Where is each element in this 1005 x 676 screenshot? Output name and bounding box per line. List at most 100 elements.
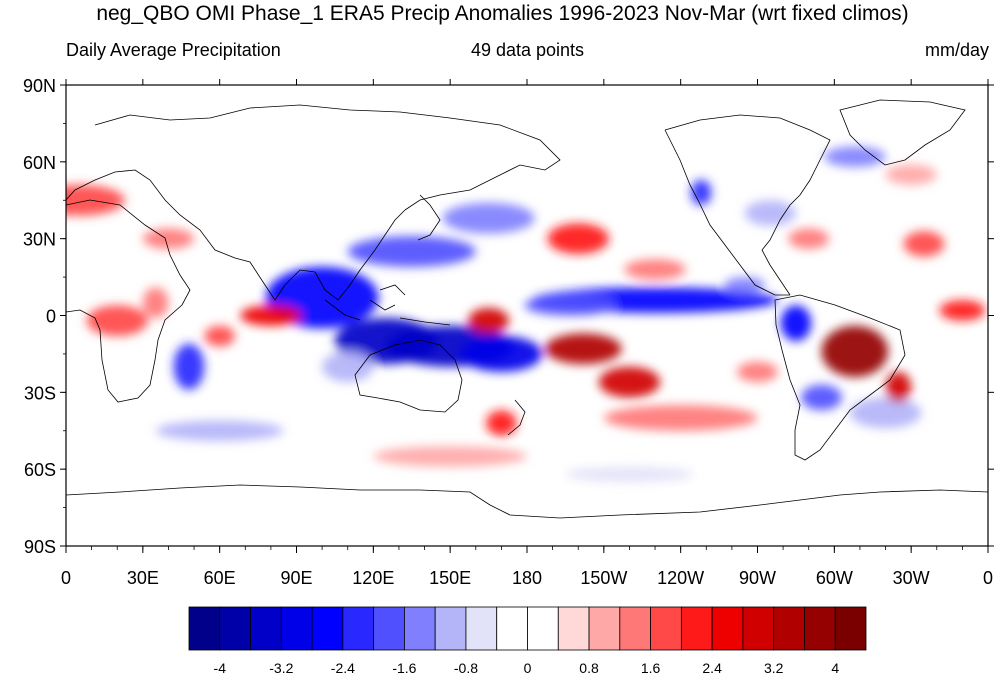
anomaly-region (939, 300, 986, 321)
colorbar-label: -3.2 (269, 660, 293, 676)
colorbar-swatch (342, 606, 375, 651)
coastline-maritime (324, 284, 451, 326)
coastline-newzealand (507, 399, 526, 436)
lon-tick-label: 150E (429, 568, 471, 588)
lon-tick-label: 90W (739, 568, 776, 588)
coastline-japan (417, 194, 441, 241)
colorbar (188, 606, 867, 651)
lat-tick-label: 0 (46, 307, 56, 327)
anomaly-region (86, 305, 148, 336)
colorbar-swatch (619, 606, 651, 651)
anomaly-region (801, 384, 843, 411)
anomaly-region (524, 295, 617, 316)
lat-tick-label: 30N (23, 230, 56, 250)
anomaly-region (885, 164, 937, 185)
anomaly-region (780, 305, 812, 342)
anomaly-region (744, 200, 796, 226)
anomaly-region (547, 223, 609, 255)
anomaly-region (486, 410, 517, 436)
anomaly-region (468, 307, 510, 334)
anomaly-region (155, 420, 284, 441)
colorbar-swatch (373, 606, 405, 651)
colorbar-swatch (834, 606, 867, 651)
anomaly-region (824, 146, 886, 167)
anomaly-region (460, 335, 543, 372)
longitude-axis: 0 30E 60E 90E 120E 150E 180 150W 120W 90W 60W 30W 0 (61, 79, 993, 588)
anomaly-region (903, 230, 945, 257)
anomaly-region (173, 343, 205, 390)
lon-tick-label: 0 (983, 568, 993, 588)
colorbar-swatch (527, 606, 559, 651)
anomaly-region (690, 179, 712, 206)
coastline-australia (354, 339, 463, 413)
lon-tick-label: 120W (657, 568, 704, 588)
colorbar-label: -1.6 (392, 660, 416, 676)
anomaly-region (603, 405, 758, 431)
colorbar-swatch (311, 606, 344, 651)
lon-tick-label: 30E (127, 568, 159, 588)
colorbar-swatch (588, 606, 621, 651)
colorbar-swatch (219, 606, 251, 651)
lon-tick-label: 60W (816, 568, 853, 588)
colorbar-label: 3.2 (764, 660, 784, 676)
lon-tick-label: 90E (280, 568, 312, 588)
anomaly-layer (66, 146, 986, 482)
coastline-south-america (774, 294, 906, 461)
colorbar-swatch (773, 606, 805, 651)
anomaly-region (724, 277, 766, 293)
lat-tick-label: 90N (23, 76, 56, 96)
lat-tick-label: 30S (24, 383, 56, 403)
center-subtitle: 49 data points (470, 40, 585, 60)
anomaly-region (442, 202, 535, 234)
anomaly-region (66, 184, 125, 216)
colorbar-label: 4 (831, 660, 839, 676)
anomaly-region (737, 361, 778, 383)
anomaly-region (598, 366, 661, 398)
colorbar-label: -0.8 (454, 660, 478, 676)
colorbar-swatch (188, 606, 221, 651)
colorbar-swatch (496, 606, 528, 651)
colorbar-swatch (465, 606, 498, 651)
anomaly-region (204, 325, 236, 347)
coastline-eurasia-south (66, 169, 406, 301)
anomaly-region (849, 397, 922, 429)
anomaly-region (565, 466, 694, 482)
colorbar-label: -4 (214, 660, 227, 676)
latitude-axis: 90N 60N 30N 0 30S 60S 90S (23, 76, 994, 557)
colorbar-swatch (404, 606, 436, 651)
colorbar-swatch (680, 606, 713, 651)
anomaly-region (240, 305, 302, 326)
anomaly-region (373, 446, 527, 467)
coastline-antarctica (66, 484, 988, 519)
lon-tick-label: 150W (580, 568, 627, 588)
coastlines (66, 99, 988, 519)
lat-tick-label: 60S (24, 460, 56, 480)
colorbar-swatch (557, 606, 590, 651)
colorbar-swatch (742, 606, 775, 651)
colorbar-label: 2.4 (702, 660, 722, 676)
anomaly-region (821, 325, 889, 377)
colorbar-label: 1.6 (641, 660, 661, 676)
anomaly-region (544, 333, 622, 365)
anomaly-region (347, 236, 476, 267)
coastline-eurasia-north (94, 104, 561, 211)
lon-tick-label: 120E (352, 568, 394, 588)
colorbar-swatch (804, 606, 836, 651)
coastline-africa (66, 199, 191, 403)
right-subtitle: mm/day (924, 40, 989, 60)
anomaly-region (788, 228, 830, 249)
anomaly-region (885, 371, 912, 403)
anomaly-region (322, 351, 374, 383)
colorbar-swatch (434, 606, 467, 651)
colorbar-label: 0 (524, 660, 532, 676)
coastline-greenland (839, 99, 966, 166)
lon-tick-label: 60E (204, 568, 236, 588)
colorbar-swatch (250, 606, 282, 651)
anomaly-region (142, 287, 169, 319)
anomaly-region (624, 259, 686, 280)
lon-tick-label: 0 (61, 568, 71, 588)
left-subtitle: Daily Average Precipitation (66, 40, 281, 60)
colorbar-label: 0.8 (579, 660, 599, 676)
lat-tick-label: 90S (24, 537, 56, 557)
